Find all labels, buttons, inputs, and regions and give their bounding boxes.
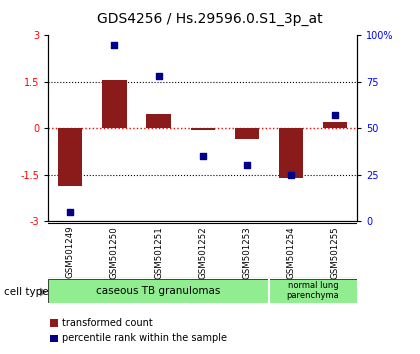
Text: GSM501254: GSM501254: [286, 226, 295, 279]
Text: cell type: cell type: [4, 287, 49, 297]
Text: GSM501249: GSM501249: [66, 226, 75, 278]
Point: [111, 42, 118, 47]
Point: [287, 172, 294, 178]
Point: [67, 209, 74, 215]
Text: percentile rank within the sample: percentile rank within the sample: [62, 333, 227, 343]
Text: GSM501251: GSM501251: [154, 226, 163, 279]
Point: [332, 113, 339, 118]
Bar: [102, 80, 126, 128]
Bar: [147, 114, 171, 128]
Bar: [323, 122, 347, 128]
Text: GSM501252: GSM501252: [198, 226, 207, 279]
Text: GSM501250: GSM501250: [110, 226, 119, 279]
Bar: [58, 128, 82, 185]
Bar: [269, 279, 357, 303]
Bar: [191, 128, 215, 130]
Bar: [50, 319, 58, 327]
Bar: [48, 279, 269, 303]
Point: [199, 153, 206, 159]
Text: GDS4256 / Hs.29596.0.S1_3p_at: GDS4256 / Hs.29596.0.S1_3p_at: [97, 12, 323, 27]
Text: transformed count: transformed count: [62, 318, 152, 328]
Text: normal lung
parenchyma: normal lung parenchyma: [286, 281, 339, 300]
Polygon shape: [40, 287, 47, 297]
Text: GSM501255: GSM501255: [331, 226, 339, 279]
Bar: [279, 128, 303, 178]
Text: caseous TB granulomas: caseous TB granulomas: [96, 286, 221, 296]
Text: GSM501253: GSM501253: [242, 226, 251, 279]
Point: [155, 73, 162, 79]
Bar: [235, 128, 259, 139]
Bar: [50, 335, 58, 342]
Point: [244, 163, 250, 169]
